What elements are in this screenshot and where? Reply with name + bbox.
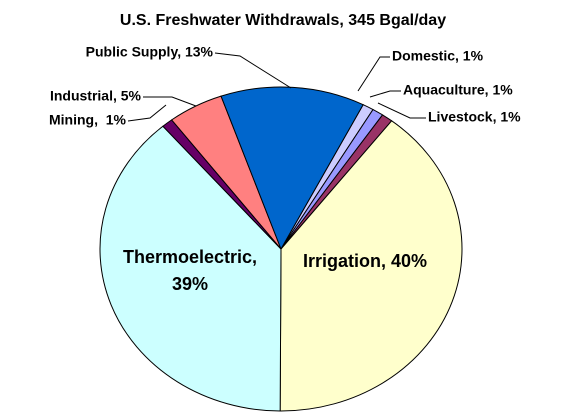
pie-slice — [220, 86, 364, 251]
leader-line — [127, 104, 167, 122]
data-label: Public Supply, 13% — [86, 44, 214, 60]
chart-title: U.S. Freshwater Withdrawals, 345 Bgal/da… — [120, 12, 446, 29]
data-label: Thermoelectric, 39% — [123, 247, 257, 294]
data-label: Industrial, 5% — [50, 88, 142, 104]
label-line: 39% — [172, 274, 208, 294]
leader-line — [369, 90, 401, 98]
leader-line — [377, 102, 426, 119]
leader-line — [143, 96, 197, 107]
data-label: Aquaculture, 1% — [403, 82, 513, 98]
leader-line — [214, 52, 292, 89]
data-label: Irrigation, 40% — [303, 251, 427, 271]
pie-slice — [279, 120, 463, 412]
data-label: Mining, 1% — [49, 112, 127, 128]
label-line: Thermoelectric, — [123, 247, 257, 267]
pie-slice — [99, 125, 282, 412]
leader-line — [357, 56, 390, 92]
data-label: Domestic, 1% — [392, 48, 484, 64]
data-label: Livestock, 1% — [428, 109, 521, 125]
